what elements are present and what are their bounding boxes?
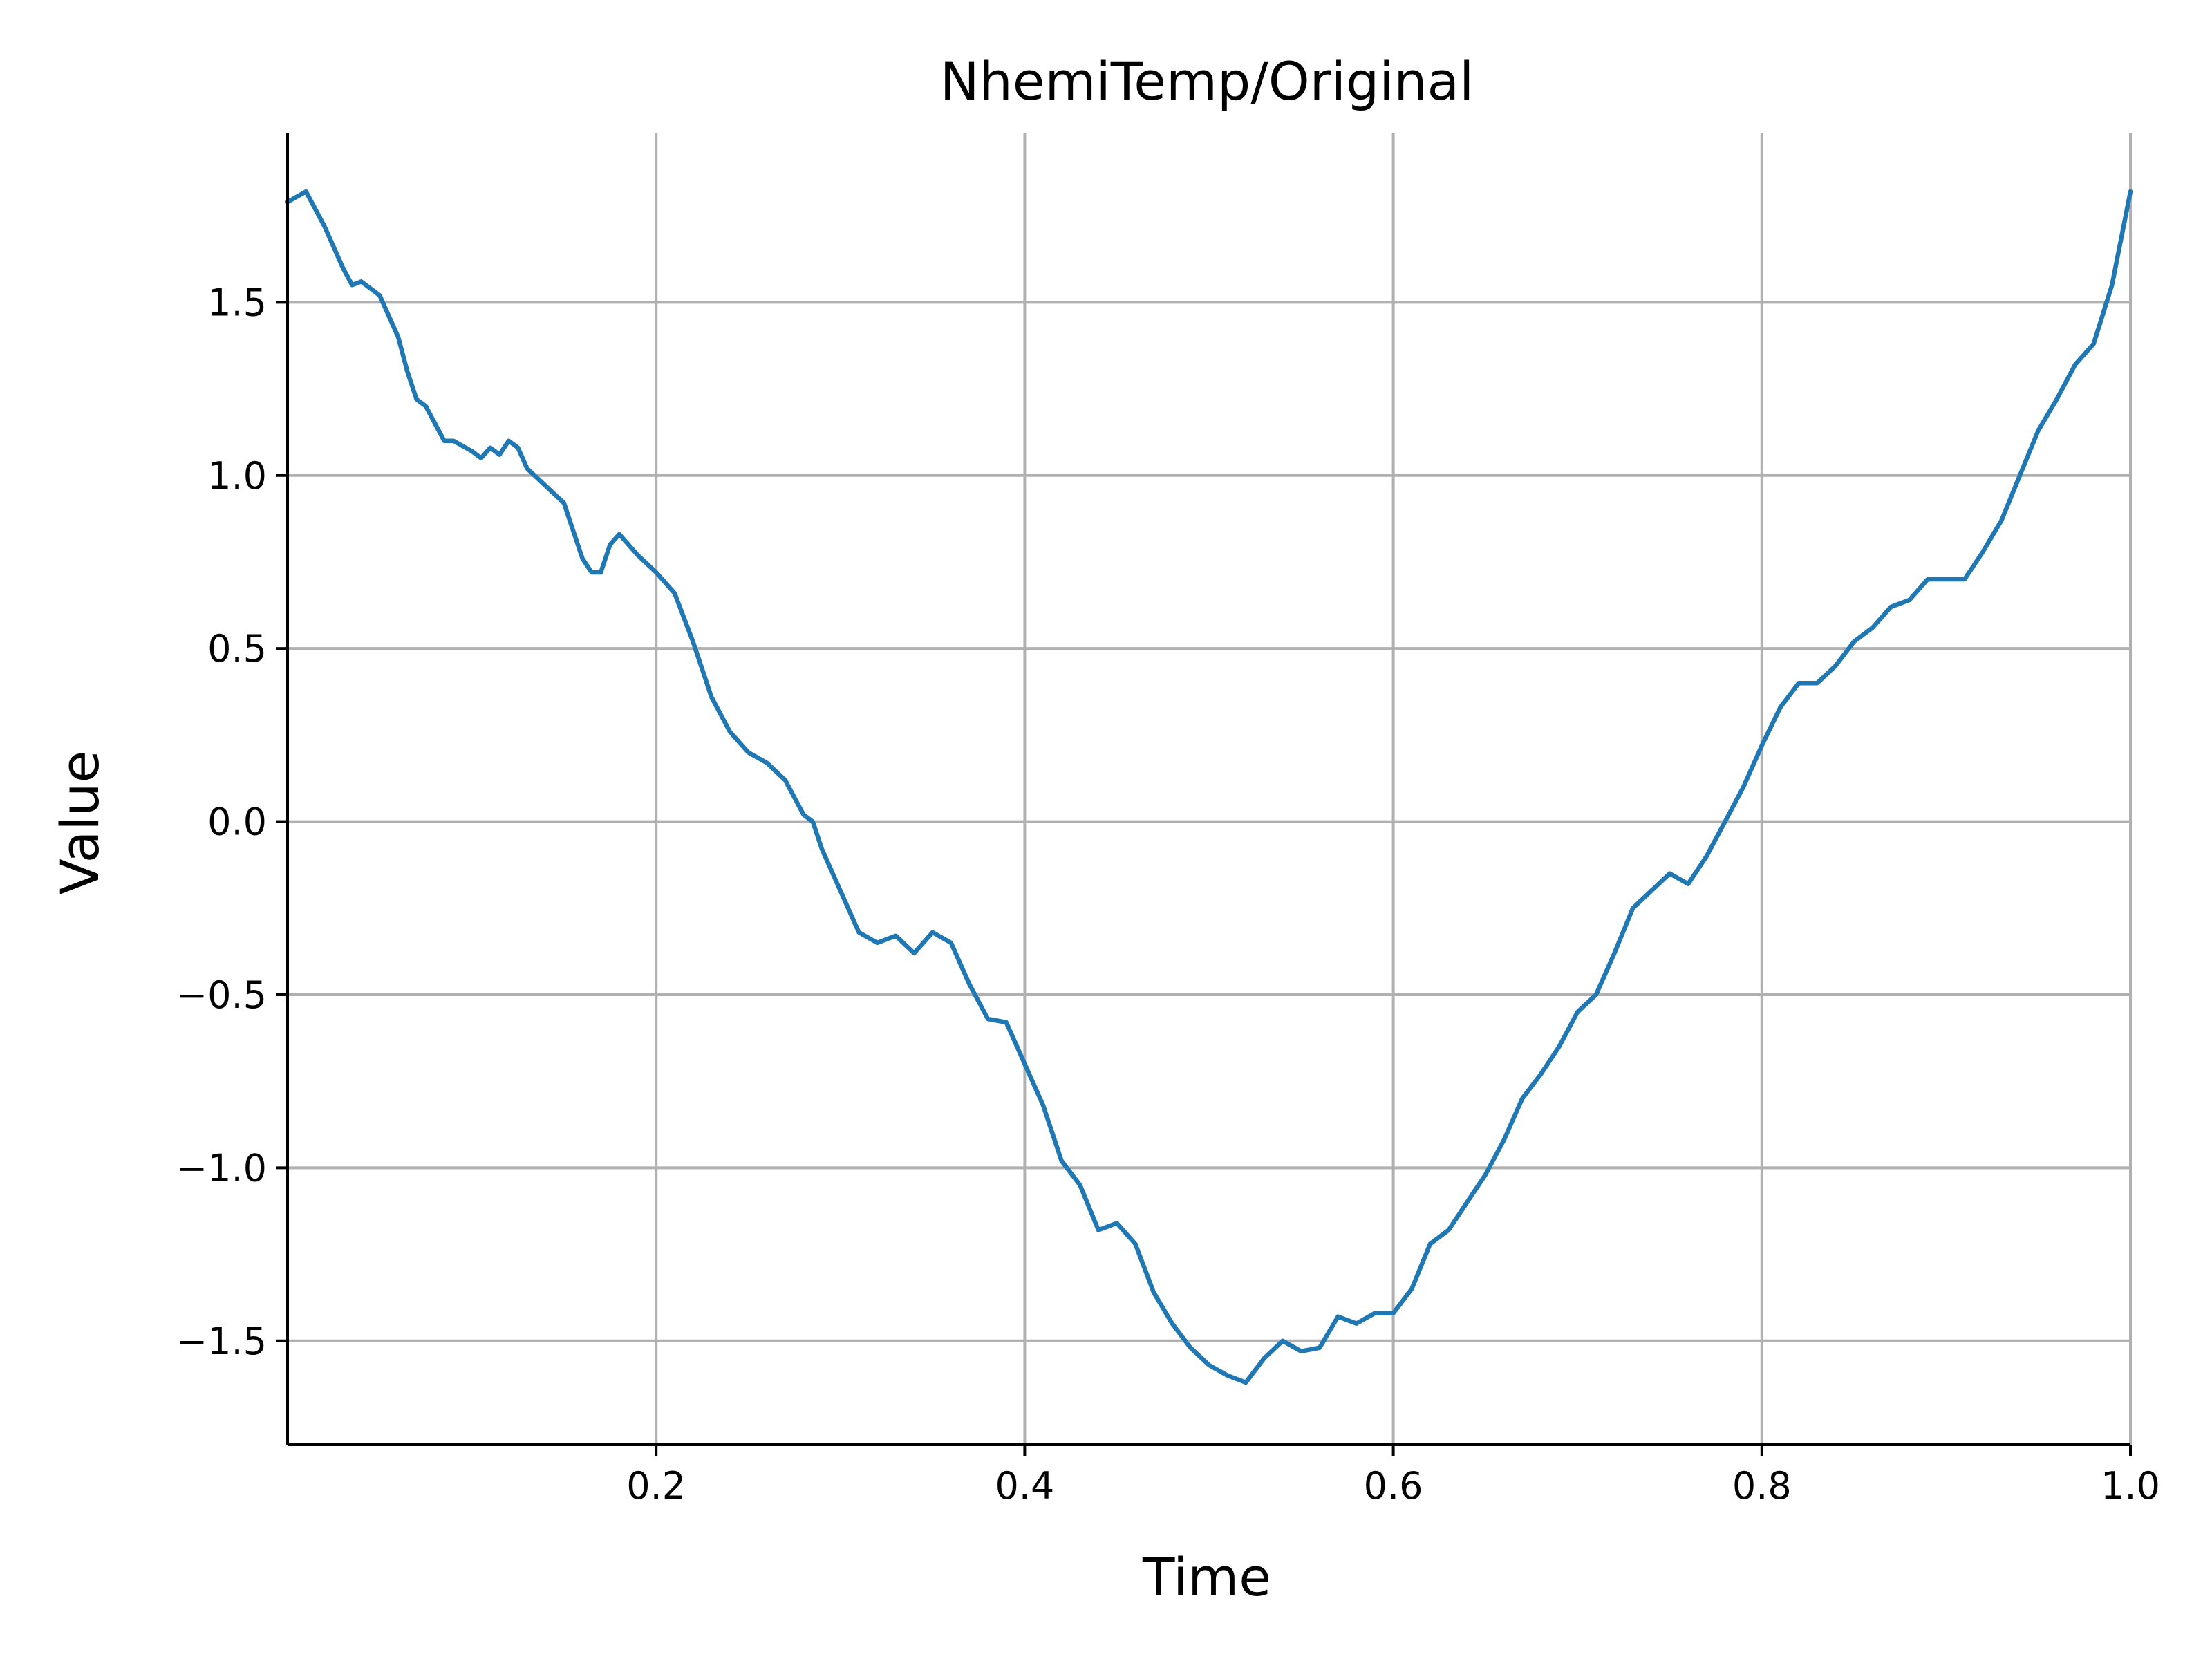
y-tick-label: 1.0 — [207, 454, 267, 498]
y-tick-label: −0.5 — [176, 973, 267, 1017]
x-tick-label: 0.6 — [1364, 1464, 1423, 1508]
x-tick-label: 0.4 — [995, 1464, 1054, 1508]
chart-title: NhemiTemp/Original — [940, 50, 1474, 112]
x-tick-label: 0.8 — [1732, 1464, 1792, 1508]
x-axis-label: Time — [1142, 1546, 1271, 1608]
y-tick-label: −1.0 — [176, 1146, 267, 1190]
y-axis-label: Value — [49, 751, 111, 895]
x-tick-label: 1.0 — [2101, 1464, 2160, 1508]
y-tick-label: 1.5 — [207, 281, 267, 324]
y-tick-label: 0.0 — [207, 800, 267, 844]
x-tick-label: 0.2 — [626, 1464, 686, 1508]
axis-ticks: 0.2 0.4 0.6 0.8 1.0 1.5 1.0 0.5 0.0 −0.5 −1.0 −1.5 — [176, 281, 2160, 1508]
y-tick-label: −1.5 — [176, 1320, 267, 1363]
grid — [288, 133, 2132, 1445]
y-tick-label: 0.5 — [207, 627, 267, 671]
axes-spines — [286, 133, 2130, 1446]
series-line — [285, 189, 2133, 1385]
